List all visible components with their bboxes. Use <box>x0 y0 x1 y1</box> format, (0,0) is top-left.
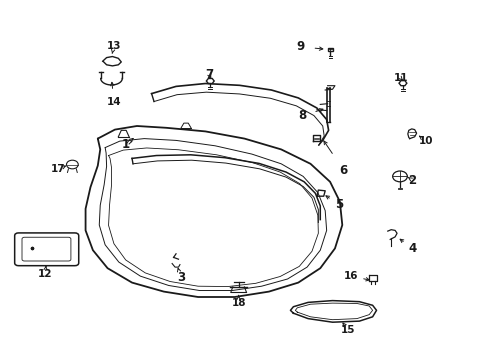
Text: 13: 13 <box>106 41 121 51</box>
FancyBboxPatch shape <box>22 237 71 261</box>
Text: 11: 11 <box>393 73 407 84</box>
Text: 5: 5 <box>334 198 342 211</box>
Text: 10: 10 <box>418 136 433 147</box>
Text: 14: 14 <box>106 96 121 107</box>
Text: 3: 3 <box>177 271 184 284</box>
Text: 15: 15 <box>340 325 355 335</box>
Text: 9: 9 <box>296 40 304 53</box>
Text: 12: 12 <box>38 269 52 279</box>
Text: 8: 8 <box>298 109 305 122</box>
Text: 7: 7 <box>205 68 213 81</box>
FancyBboxPatch shape <box>15 233 79 266</box>
Text: 2: 2 <box>407 174 415 186</box>
Text: 18: 18 <box>231 298 245 308</box>
Text: 1: 1 <box>122 138 130 150</box>
Text: 16: 16 <box>343 271 358 281</box>
Text: 4: 4 <box>407 242 415 255</box>
Text: 6: 6 <box>339 164 347 177</box>
Text: 17: 17 <box>50 164 65 174</box>
